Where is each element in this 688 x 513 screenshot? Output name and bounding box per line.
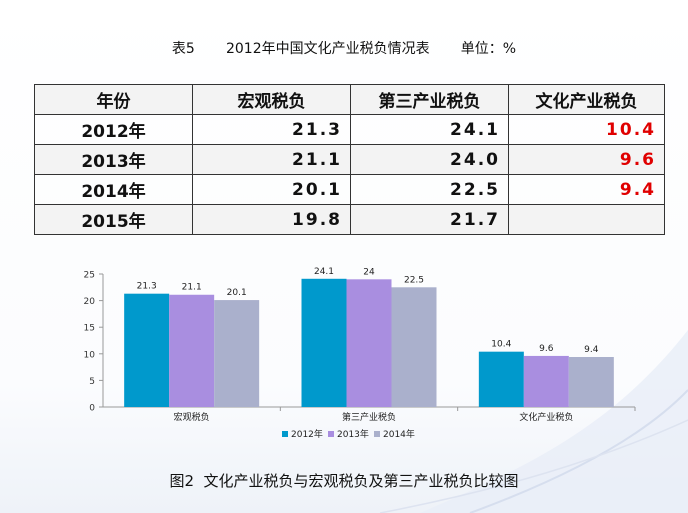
cell-tertiary: 24.1 [350, 114, 509, 145]
cell-tertiary: 24.0 [350, 144, 509, 175]
bar-chart: 0 5 10 15 20 25 21.3 21.1 20.1 宏观税负 24.1 24 22.5 第三产业… [70, 262, 640, 452]
y-tick-label: 25 [84, 271, 95, 281]
x-category-label: 文化产业税负 [519, 411, 573, 423]
legend-swatch [374, 431, 380, 437]
x-category-label: 宏观税负 [174, 411, 210, 423]
table-row: 2015年 19.8 21.7 [34, 204, 665, 235]
bar-value-label: 9.4 [584, 345, 599, 355]
bar [478, 351, 524, 407]
cell-culture: 9.4 [508, 174, 665, 205]
tax-burden-table: 年份 宏观税负 第三产业税负 文化产业税负 2012年 21.3 24.1 10… [34, 84, 665, 235]
bar [169, 294, 215, 407]
table-header-row: 年份 宏观税负 第三产业税负 文化产业税负 [34, 84, 665, 115]
legend-label: 2014年 [383, 428, 415, 440]
y-tick-label: 20 [84, 297, 96, 307]
table-row: 2014年 20.1 22.5 9.4 [34, 174, 665, 205]
table-title: 表5 2012年中国文化产业税负情况表 单位：% [171, 41, 517, 57]
cell-culture: 9.6 [508, 144, 665, 175]
bar [124, 293, 170, 407]
bar-value-label: 21.3 [137, 282, 157, 292]
header-tertiary: 第三产业税负 [350, 84, 509, 115]
cell-year: 2014年 [34, 174, 193, 205]
bar-value-label: 22.5 [404, 275, 424, 285]
cell-culture [508, 204, 665, 235]
x-category-label: 第三产业税负 [342, 411, 396, 423]
bar-value-label: 24.1 [314, 267, 334, 277]
cell-year: 2013年 [34, 144, 193, 175]
cell-year: 2012年 [34, 114, 193, 145]
bar [301, 278, 347, 407]
table-row: 2012年 21.3 24.1 10.4 [34, 114, 665, 145]
cell-macro: 21.3 [192, 114, 351, 145]
bar [568, 356, 614, 407]
header-macro: 宏观税负 [192, 84, 351, 115]
header-culture: 文化产业税负 [508, 84, 665, 115]
cell-macro: 19.8 [192, 204, 351, 235]
bar [214, 300, 260, 407]
legend-swatch [328, 431, 334, 437]
bar [346, 279, 392, 407]
cell-macro: 21.1 [192, 144, 351, 175]
cell-macro: 20.1 [192, 174, 351, 205]
bar-chart-svg: 0 5 10 15 20 25 21.3 21.1 20.1 宏观税负 24.1 24 22.5 第三产业… [84, 267, 636, 440]
y-tick-label: 0 [89, 404, 95, 414]
bar-value-label: 20.1 [227, 288, 247, 298]
cell-year: 2015年 [34, 204, 193, 235]
cell-tertiary: 22.5 [350, 174, 509, 205]
legend-label: 2013年 [337, 428, 369, 440]
cell-tertiary: 21.7 [350, 204, 509, 235]
table-row: 2013年 21.1 24.0 9.6 [34, 144, 665, 175]
bar-value-label: 24 [363, 267, 375, 277]
y-tick-label: 5 [89, 377, 95, 387]
legend-label: 2012年 [291, 428, 323, 440]
bar-value-label: 9.6 [539, 344, 554, 354]
cell-culture: 10.4 [508, 114, 665, 145]
bar [391, 287, 437, 407]
figure-caption: 图2 文化产业税负与宏观税负及第三产业税负比较图 [169, 472, 519, 490]
y-tick-label: 15 [84, 324, 95, 334]
legend-swatch [282, 431, 288, 437]
header-year: 年份 [34, 84, 193, 115]
bar-value-label: 21.1 [182, 283, 202, 293]
bar [523, 355, 569, 407]
y-tick-label: 10 [84, 350, 96, 360]
bar-value-label: 10.4 [491, 340, 511, 350]
